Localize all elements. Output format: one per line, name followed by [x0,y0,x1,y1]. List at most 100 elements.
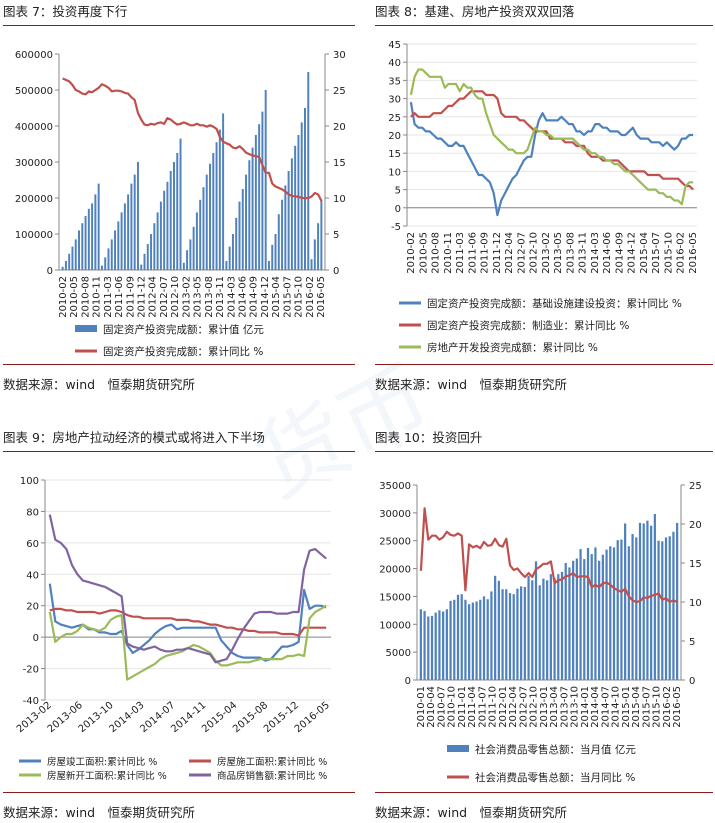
x-tick-label: 2015-04 [639,232,650,274]
bar [225,261,228,270]
x-tick-label: 2010-01 [416,686,427,728]
legend-swatch [447,745,469,752]
chart-realestate-areas: -40-200204060801002013-022013-062013-102… [15,476,332,782]
bar [479,599,482,680]
y2-tick-label: 25 [689,481,702,492]
x-tick-label: 2016-02 [662,686,673,728]
bar [159,201,162,270]
bar [163,190,166,270]
y-tick-label: 0 [33,633,39,644]
bar [199,199,202,270]
series-line [410,90,694,191]
x-tick-label: 2013-05 [193,276,204,318]
x-tick-label: 2011-09 [125,276,136,318]
bar [586,547,590,680]
title-rule [3,451,355,452]
chart-title: 图表 8：基建、房地产投资双双回落 [375,4,575,19]
x-tick-label: 2011-01 [457,686,468,728]
bar [594,547,597,680]
bar [427,616,430,680]
bar [471,602,474,680]
y-tick-label: 20 [388,131,401,142]
x-tick-label: 2015-07 [282,276,293,318]
bar [254,135,257,270]
x-tick-label: 2013-02 [541,232,552,274]
x-tick-label: 2014-12 [260,276,271,318]
bar [84,216,87,270]
x-tick-label: 2012-04 [504,232,515,274]
bar [497,580,500,680]
bar [601,554,604,680]
x-tick-label: 2013-01 [539,686,550,728]
bar [534,561,538,680]
bottom-rule [3,364,355,365]
bar [294,145,297,270]
x-tick-label: 2013-02 [181,276,192,318]
bar [635,537,638,680]
x-tick-label: 2013-04 [549,686,560,728]
bar [650,525,653,680]
x-tick-label: 2010-11 [443,232,454,274]
x-tick-label: 2014-12 [627,232,638,274]
bar [186,250,189,270]
bar [538,585,541,680]
x-tick-label: 2012-07 [518,686,529,728]
bar [143,253,146,270]
bar [74,239,77,270]
x-tick-label: 2012-10 [529,232,540,274]
bar [87,208,90,270]
bar [505,589,508,680]
x-tick-label: 2013-08 [204,276,215,318]
bar [672,531,675,680]
series-line [62,77,323,202]
bar [140,264,143,270]
x-tick-label: 2015-10 [652,686,663,728]
y-tick-label: 15 [388,149,401,160]
x-tick-label: 2015-01 [621,686,632,728]
x-tick-label: 2014-06 [237,276,248,318]
bar [114,230,117,270]
bar [568,567,571,680]
x-tick-label: 2011-07 [477,686,488,728]
bar [222,113,225,271]
y-tick-label: 60 [26,539,39,550]
y-tick-label: 40 [26,570,39,581]
bar [310,259,313,270]
title-rule [375,451,713,452]
bar [100,265,103,270]
bar [523,586,526,680]
bar [277,214,280,270]
y-tick-label: 200000 [15,194,53,205]
legend-label: 固定资产投资完成额：基础设施建设投资：累计同比 % [427,297,682,310]
x-tick-label: 2011-03 [103,276,114,318]
x-tick-label: 2014-01 [580,686,591,728]
x-tick-label: 2016-02 [676,232,687,274]
bar [150,234,153,270]
x-tick-label: 2016-05 [293,700,332,735]
data-source: 数据来源：wind 恒泰期货研究所 [3,805,196,820]
bar [438,610,441,680]
y-tick-label: 0 [405,676,411,687]
y-tick-label: 300000 [15,158,53,169]
bar [579,549,582,680]
y-tick-label: 5 [395,186,401,197]
x-tick-label: 2014-09 [249,276,260,318]
bar [245,174,248,270]
bar [169,171,172,270]
bar [646,520,649,680]
bar [64,261,67,270]
data-source: 数据来源：wind 恒泰期货研究所 [375,377,568,392]
bar [192,226,195,270]
bar [549,574,552,680]
bar [449,600,452,680]
x-tick-label: 2010-05 [418,232,429,274]
legend-label: 社会消费品零售总额：当月值 亿元 [475,743,636,756]
bottom-rule [3,792,355,793]
y-tick-label: -5 [391,222,401,233]
bottom-rule [375,792,713,793]
legend-label: 社会消费品零售总额：当月同比 % [475,771,635,784]
y2-tick-label: 0 [333,266,339,277]
panel-investment: 图表 7：投资再度下行 0 100000 200000 300000 400000 500… [3,4,358,394]
x-tick-label: 2013-11 [578,232,589,274]
y-tick-label: -40 [23,696,39,707]
